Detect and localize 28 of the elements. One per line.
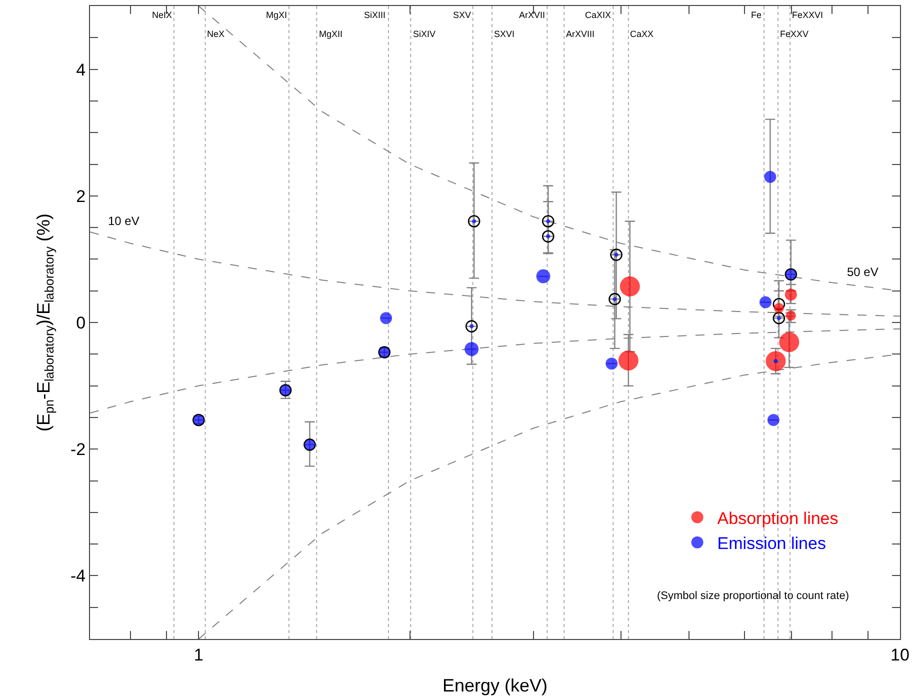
annotation: 50 eV [847,265,878,279]
ref-line-label: MgXI [266,10,288,20]
x-tick-label: 1 [194,645,204,664]
ref-line-label: FeXXV [780,29,809,39]
annotation: (Symbol size proportional to count rate) [657,590,849,602]
ref-line-label: SiXIII [364,10,386,20]
ref-line-label: CaXX [630,29,654,39]
x-axis-title: Energy (keV) [442,676,548,696]
ref-line-label: ArXVIII [566,29,595,39]
y-tick-label: -4 [70,566,86,586]
y-tick-label: -2 [70,440,86,460]
ref-line-label: NeIX [152,10,172,20]
ref-line-label: MgXII [319,29,343,39]
legend-label: Emission lines [717,534,826,554]
y-tick-label: 4 [76,60,86,80]
ref-line-label: NeX [207,29,225,39]
ref-line-label: SXVI [494,29,515,39]
ref-line-label: SXV [453,10,472,20]
ref-line-label: FeXXVI [792,10,824,20]
ref-line-label: ArXVII [519,10,546,20]
ref-line-label: CaXIX [585,10,612,20]
legend-label: Absorption lines [717,508,838,528]
ref-line-label: Fe [751,10,762,20]
annotation: 10 eV [108,214,140,228]
x-tick-label: 10 [890,645,910,664]
y-tick-label: 2 [76,186,86,206]
ref-line-label: SiXIV [413,29,436,39]
y-tick-label: 0 [76,313,86,332]
